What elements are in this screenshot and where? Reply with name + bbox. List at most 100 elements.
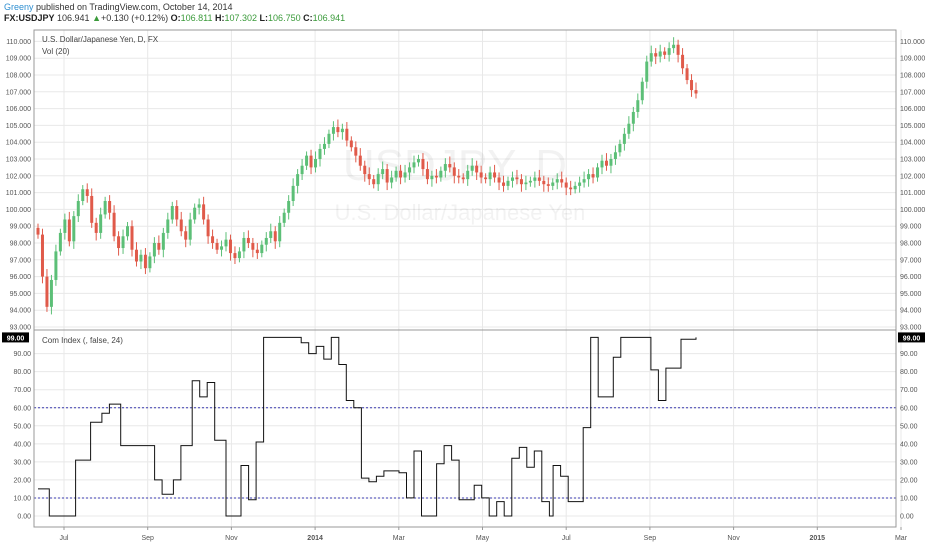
- left-price-tick: 106.000: [6, 106, 31, 113]
- candle-body: [309, 155, 313, 168]
- candle-body: [331, 127, 335, 134]
- left-price-tick: 94.000: [10, 308, 32, 315]
- candle-body: [591, 174, 595, 178]
- candle-body: [340, 128, 344, 133]
- candle-body: [475, 165, 479, 173]
- left-indicator-tick: 70.00: [13, 387, 31, 394]
- left-price-tick: 101.000: [6, 190, 31, 197]
- left-price-tick: 97.000: [10, 257, 32, 264]
- candle-body: [94, 222, 98, 233]
- right-indicator-tick: 0.00: [900, 513, 914, 520]
- candle-body: [667, 48, 671, 55]
- candle-body: [636, 100, 640, 112]
- candle-body: [67, 219, 71, 242]
- quote-line: FX:USDJPY 106.941 ▲+0.130 (+0.12%) O:106…: [4, 13, 345, 24]
- right-indicator-tick: 20.00: [900, 477, 918, 484]
- candle-body: [600, 160, 604, 168]
- low-value: 106.750: [268, 13, 301, 23]
- right-price-tick: 110.000: [900, 39, 925, 46]
- candle-body: [233, 253, 237, 259]
- right-indicator-tick: 30.00: [900, 459, 918, 466]
- candle-body: [49, 279, 53, 307]
- change-value: +0.130 (+0.12%): [101, 13, 169, 23]
- candle-body: [336, 127, 340, 133]
- left-price-tick: 110.000: [6, 39, 31, 46]
- candle-body: [528, 180, 532, 183]
- candle-body: [45, 276, 49, 307]
- candle-body: [354, 147, 358, 156]
- candle-body: [390, 177, 394, 183]
- candle-body: [421, 159, 425, 170]
- symbol-label[interactable]: FX:USDJPY: [4, 13, 55, 23]
- candle-body: [622, 133, 626, 144]
- candle-body: [242, 237, 246, 252]
- candle-body: [134, 249, 138, 262]
- candle-body: [318, 148, 322, 159]
- left-price-tick: 103.000: [6, 157, 31, 164]
- candle-body: [497, 177, 501, 183]
- right-price-tick: 105.000: [900, 123, 925, 130]
- candle-body: [220, 246, 224, 250]
- candle-body: [672, 44, 676, 49]
- time-tick: Sep: [141, 535, 154, 542]
- right-indicator-tick: 80.00: [900, 369, 918, 376]
- left-indicator-tick: 40.00: [13, 441, 31, 448]
- right-price-tick: 108.000: [900, 73, 925, 80]
- right-price-tick: 93.000: [900, 325, 922, 332]
- candle-body: [72, 216, 76, 242]
- candle-body: [533, 177, 537, 181]
- candle-body: [613, 152, 617, 159]
- time-tick: Sep: [644, 535, 657, 542]
- candle-body: [479, 172, 483, 178]
- close-value: 106.941: [312, 13, 346, 23]
- candle-body: [484, 177, 488, 180]
- author-link[interactable]: Greeny: [4, 2, 34, 12]
- candle-body: [649, 53, 653, 62]
- time-tick: Nov: [225, 535, 238, 542]
- candle-body: [412, 162, 416, 168]
- candle-body: [609, 159, 613, 166]
- time-tick: 2015: [810, 535, 826, 542]
- time-tick: 2014: [307, 535, 323, 542]
- high-value: 107.302: [224, 13, 258, 23]
- candle-body: [170, 206, 174, 220]
- candle-body: [578, 182, 582, 186]
- candle-body: [296, 174, 300, 186]
- candle-body: [537, 177, 541, 181]
- candle-body: [587, 174, 591, 180]
- candle-body: [358, 155, 362, 166]
- candle-body: [117, 236, 121, 249]
- candle-body: [663, 51, 667, 55]
- time-tick: Jul: [60, 535, 69, 542]
- published-text: published on TradingView.com, October 14…: [33, 2, 233, 12]
- right-indicator-tick: 70.00: [900, 387, 918, 394]
- candle-body: [202, 204, 206, 220]
- left-price-tick: 93.000: [10, 325, 32, 332]
- chart-watermark-sub: U.S. Dollar/Japanese Yen: [335, 200, 586, 225]
- candle-body: [385, 169, 389, 183]
- low-label: L:: [259, 13, 269, 23]
- candle-body: [175, 206, 179, 220]
- right-price-tick: 99.000: [900, 224, 922, 231]
- candle-body: [694, 90, 698, 94]
- candle-body: [555, 179, 559, 183]
- candle-body: [542, 180, 546, 185]
- right-indicator-tick: 90.00: [900, 351, 918, 358]
- right-price-tick: 106.000: [900, 106, 925, 113]
- candle-body: [179, 219, 183, 232]
- left-price-tick: 104.000: [6, 140, 31, 147]
- candle-body: [376, 174, 380, 185]
- candle-body: [399, 170, 403, 178]
- high-label: H:: [214, 13, 225, 23]
- candle-body: [470, 165, 474, 171]
- candle-body: [596, 167, 600, 178]
- candle-body: [551, 182, 555, 186]
- candle-body: [345, 128, 349, 141]
- candle-body: [604, 160, 608, 166]
- candle-body: [273, 231, 277, 242]
- candle-body: [228, 239, 232, 254]
- right-price-tick: 95.000: [900, 291, 922, 298]
- candle-body: [443, 164, 447, 171]
- candle-body: [126, 226, 130, 237]
